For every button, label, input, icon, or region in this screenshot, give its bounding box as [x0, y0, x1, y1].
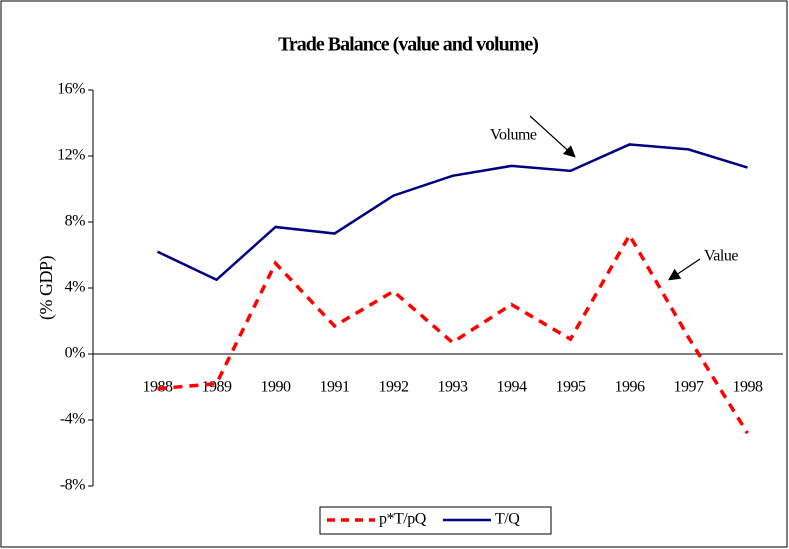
y-tick-label: -8% — [60, 477, 85, 494]
x-tick-label: 1992 — [379, 379, 410, 396]
legend-label: T/Q — [495, 511, 520, 528]
x-tick-label: 1990 — [261, 379, 292, 396]
y-tick-label: 4% — [65, 279, 86, 296]
y-tick-label: 8% — [65, 213, 86, 230]
y-tick-label: 0% — [65, 345, 86, 362]
x-tick-label: 1989 — [202, 379, 233, 396]
x-tick-label: 1995 — [556, 379, 587, 396]
series-line — [157, 231, 749, 435]
y-axis-label: (% GDP) — [36, 256, 57, 320]
x-tick-label: 1994 — [497, 379, 528, 396]
y-tick-label: 16% — [57, 81, 85, 98]
x-tick-label: 1993 — [438, 379, 469, 396]
annotation-arrow — [668, 258, 701, 281]
chart-title: Trade Balance (value and volume) — [278, 34, 538, 56]
x-tick-label: 1991 — [320, 379, 351, 396]
annotation: Volume — [490, 127, 537, 144]
annotation: Value — [704, 248, 738, 265]
x-tick-label: 1998 — [733, 379, 764, 396]
y-tick-label: 12% — [57, 147, 85, 164]
x-tick-label: 1997 — [674, 379, 705, 396]
x-tick-label: 1996 — [615, 379, 646, 396]
legend-label: p*T/pQ — [379, 511, 427, 528]
annotation-arrow — [529, 115, 576, 158]
series-line — [156, 143, 748, 282]
y-tick-label: -4% — [60, 411, 85, 428]
